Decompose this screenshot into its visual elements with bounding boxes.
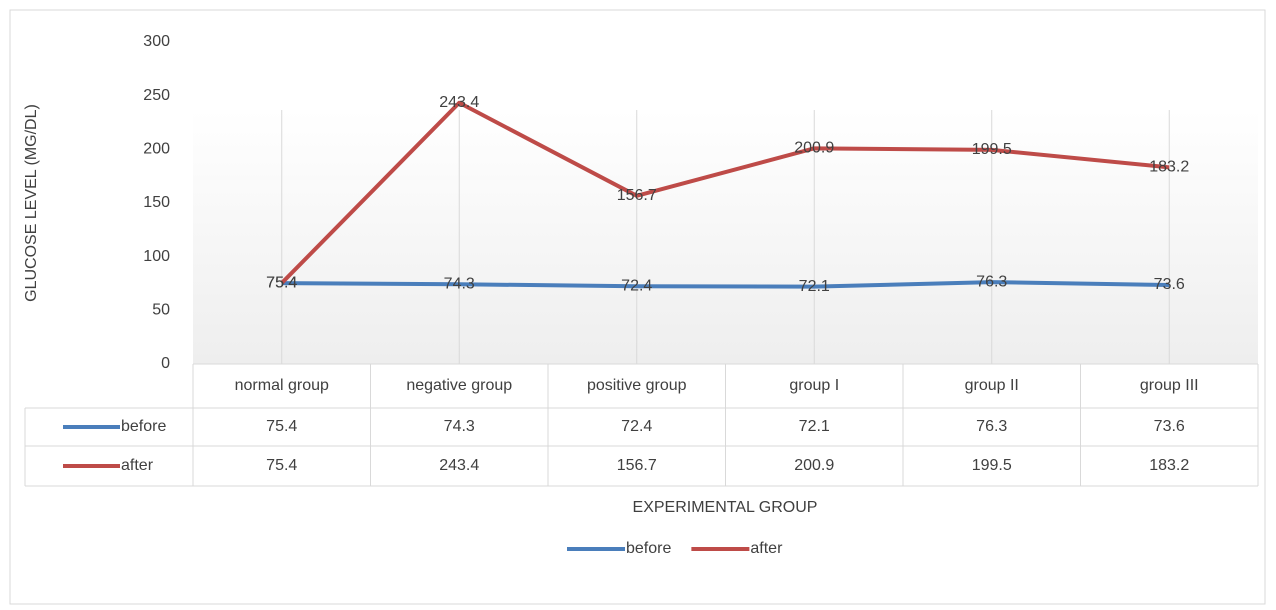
data-label: 73.6	[1154, 276, 1185, 293]
y-tick-label: 50	[152, 302, 170, 319]
table-row-label: before	[121, 418, 166, 435]
table-cell: 156.7	[617, 457, 657, 474]
table-cell: 200.9	[794, 457, 834, 474]
data-label: 76.3	[976, 273, 1007, 290]
data-label: 72.1	[799, 278, 830, 295]
y-tick-label: 200	[143, 141, 170, 158]
x-tick-label: negative group	[406, 377, 512, 394]
legend-label: before	[626, 540, 671, 557]
x-tick-label: group I	[789, 377, 839, 394]
y-tick-label: 100	[143, 248, 170, 265]
table-cell: 76.3	[976, 418, 1007, 435]
data-label: 72.4	[621, 278, 652, 295]
table-cell: 75.4	[266, 457, 297, 474]
y-tick-label: 150	[143, 194, 170, 211]
data-label: 74.3	[444, 275, 475, 292]
y-axis-title: GLUCOSE LEVEL (MG/DL)	[23, 104, 40, 302]
table-cell: 73.6	[1154, 418, 1185, 435]
data-label: 200.9	[794, 140, 834, 157]
legend-label: after	[750, 540, 783, 557]
table-cell: 72.4	[621, 418, 652, 435]
x-axis-title: EXPERIMENTAL GROUP	[633, 499, 818, 516]
table-row-label: after	[121, 457, 154, 474]
series-line	[281, 280, 1170, 289]
y-tick-label: 0	[161, 355, 170, 372]
x-tick-label: normal group	[235, 377, 329, 394]
x-tick-label: positive group	[587, 377, 687, 394]
table-cell: 72.1	[799, 418, 830, 435]
series-line	[280, 100, 1170, 285]
data-label: 243.4	[439, 94, 479, 111]
table-cell: 199.5	[972, 457, 1012, 474]
y-tick-label: 250	[143, 87, 170, 104]
data-label: 199.5	[972, 141, 1012, 158]
table-cell: 183.2	[1149, 457, 1189, 474]
data-label: 75.4	[266, 274, 297, 291]
data-label: 183.2	[1149, 159, 1189, 176]
x-tick-label: group II	[965, 377, 1019, 394]
table-cell: 74.3	[444, 418, 475, 435]
y-tick-label: 300	[143, 33, 170, 50]
data-label: 75.4	[266, 274, 297, 291]
data-label: 156.7	[617, 187, 657, 204]
table-cell: 243.4	[439, 457, 479, 474]
table-cell: 75.4	[266, 418, 297, 435]
plot-background	[193, 110, 1258, 364]
x-tick-label: group III	[1140, 377, 1199, 394]
